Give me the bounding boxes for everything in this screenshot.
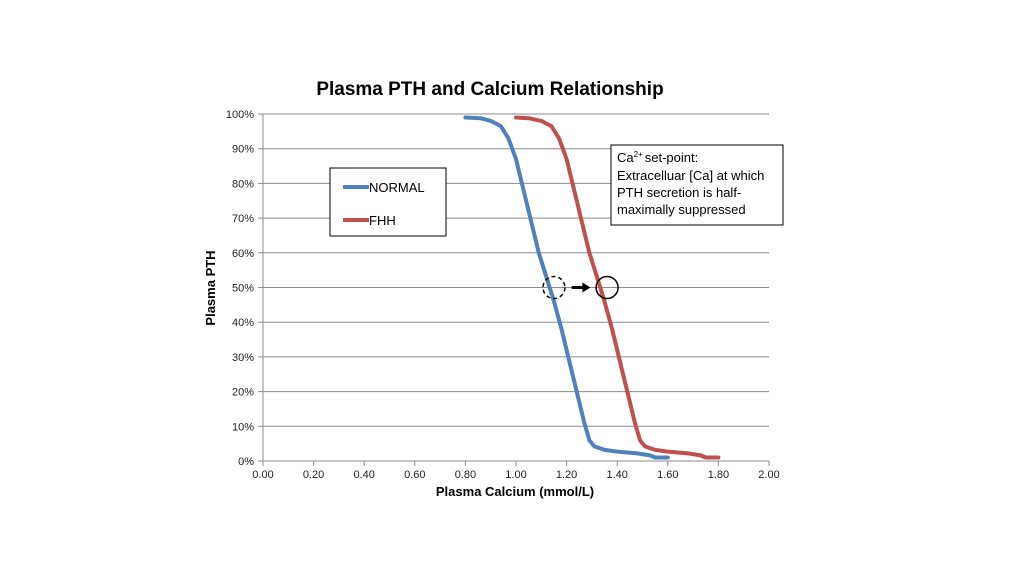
y-tick-label: 70% xyxy=(232,213,254,225)
y-axis-title: Plasma PTH xyxy=(203,250,218,325)
legend-label-normal: NORMAL xyxy=(369,180,425,195)
y-tick-label: 10% xyxy=(232,421,254,433)
series-line-fhh xyxy=(514,115,721,460)
x-tick-label: 0.00 xyxy=(252,469,273,481)
annotation-superscript: 2+ xyxy=(634,150,643,159)
y-tick-label: 30% xyxy=(232,352,254,364)
x-tick-label: 1.80 xyxy=(708,469,729,481)
legend: NORMAL FHH xyxy=(329,167,447,237)
y-tick-label: 50% xyxy=(232,283,254,295)
chart-title: Plasma PTH and Calcium Relationship xyxy=(316,79,663,100)
x-axis-title: Plasma Calcium (mmol/L) xyxy=(436,484,594,499)
annotation-setpoint: set-point: xyxy=(645,150,698,165)
x-tick-label: 1.20 xyxy=(556,469,577,481)
setpoint-markers xyxy=(542,275,619,300)
annotation-line-4: maximally suppressed xyxy=(617,202,746,217)
y-tick-label: 80% xyxy=(232,178,254,190)
x-tick-label: 1.00 xyxy=(505,469,526,481)
x-tick-label: 1.40 xyxy=(606,469,627,481)
y-tick-label: 60% xyxy=(232,248,254,260)
annotation-line-1: Ca2+ set-point: xyxy=(617,150,698,165)
x-tick-label: 0.80 xyxy=(455,469,476,481)
shift-arrow-head xyxy=(582,282,591,293)
setpoint-annotation: Ca2+ set-point: Extracelluar [Ca] at whic… xyxy=(610,144,784,226)
y-tick-label: 20% xyxy=(232,387,254,399)
annotation-ca: Ca xyxy=(617,150,634,165)
legend-label-fhh: FHH xyxy=(369,213,396,228)
y-tick-label: 100% xyxy=(226,109,254,121)
annotation-line-2: Extracelluar [Ca] at which xyxy=(617,168,764,183)
x-tick-label: 1.60 xyxy=(657,469,678,481)
y-tick-label: 40% xyxy=(232,317,254,329)
normal-setpoint-circle xyxy=(542,275,566,300)
annotation-line-3: PTH secretion is half- xyxy=(617,185,741,200)
x-tick-label: 0.20 xyxy=(303,469,324,481)
fhh-setpoint-circle xyxy=(595,275,619,300)
x-tick-label: 0.40 xyxy=(353,469,374,481)
annotation-box xyxy=(610,144,784,226)
x-tick-label: 2.00 xyxy=(758,469,779,481)
x-tick-label: 0.60 xyxy=(404,469,425,481)
y-tick-labels: 0% 10% 20% 30% 40% 50% 60% 70% 80% 90% 100% xyxy=(226,109,254,468)
y-tick-label: 0% xyxy=(238,456,254,468)
series-line-normal xyxy=(463,115,670,460)
data-series xyxy=(463,115,721,460)
x-tick-labels: 0.00 0.20 0.40 0.60 0.80 1.00 1.20 1.40 1.60 1.80… xyxy=(252,469,779,481)
axes xyxy=(262,114,769,462)
y-tick-label: 90% xyxy=(232,144,254,156)
legend-box xyxy=(329,167,447,237)
